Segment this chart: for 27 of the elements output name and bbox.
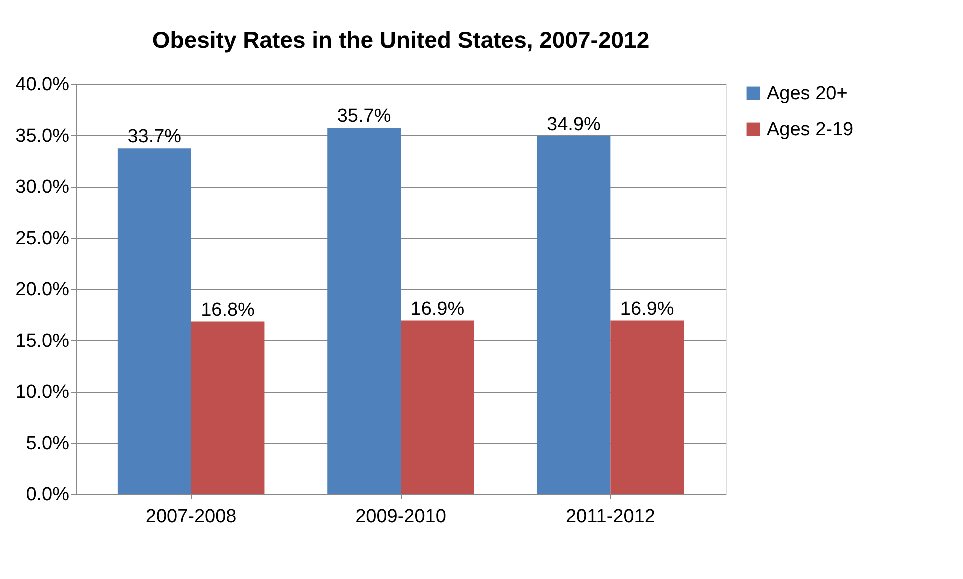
chart-title: Obesity Rates in the United States, 2007-2012	[152, 27, 650, 53]
bar	[191, 322, 265, 494]
y-tick-label: 20.0%	[16, 280, 70, 300]
data-label: 34.9%	[547, 114, 602, 136]
bar	[401, 320, 474, 494]
y-tick-label: 25.0%	[16, 228, 70, 250]
data-label: 35.7%	[337, 106, 392, 128]
y-tick-label: 10.0%	[16, 382, 70, 403]
y-tick-label: 5.0%	[26, 433, 70, 454]
data-label: 33.7%	[128, 126, 182, 148]
data-label: 16.9%	[620, 298, 674, 320]
y-tick-label: 40.0%	[16, 74, 70, 96]
y-tick-label: 30.0%	[16, 177, 70, 198]
data-label: 16.8%	[201, 300, 256, 321]
bar	[118, 148, 192, 494]
y-tick-label: 15.0%	[16, 330, 70, 352]
bar	[610, 320, 684, 494]
x-tick-label: 2007-2008	[146, 506, 237, 528]
bar	[328, 128, 401, 494]
x-tick-label: 2009-2010	[356, 506, 446, 528]
y-tick-label: 0.0%	[26, 484, 70, 506]
y-tick-label: 35.0%	[16, 126, 70, 147]
bar	[537, 136, 611, 494]
legend-label: Ages 2-19	[767, 120, 854, 140]
legend-label: Ages 20+	[767, 84, 848, 104]
data-label: 16.9%	[410, 298, 465, 320]
x-tick-label: 2011-2012	[566, 506, 656, 528]
